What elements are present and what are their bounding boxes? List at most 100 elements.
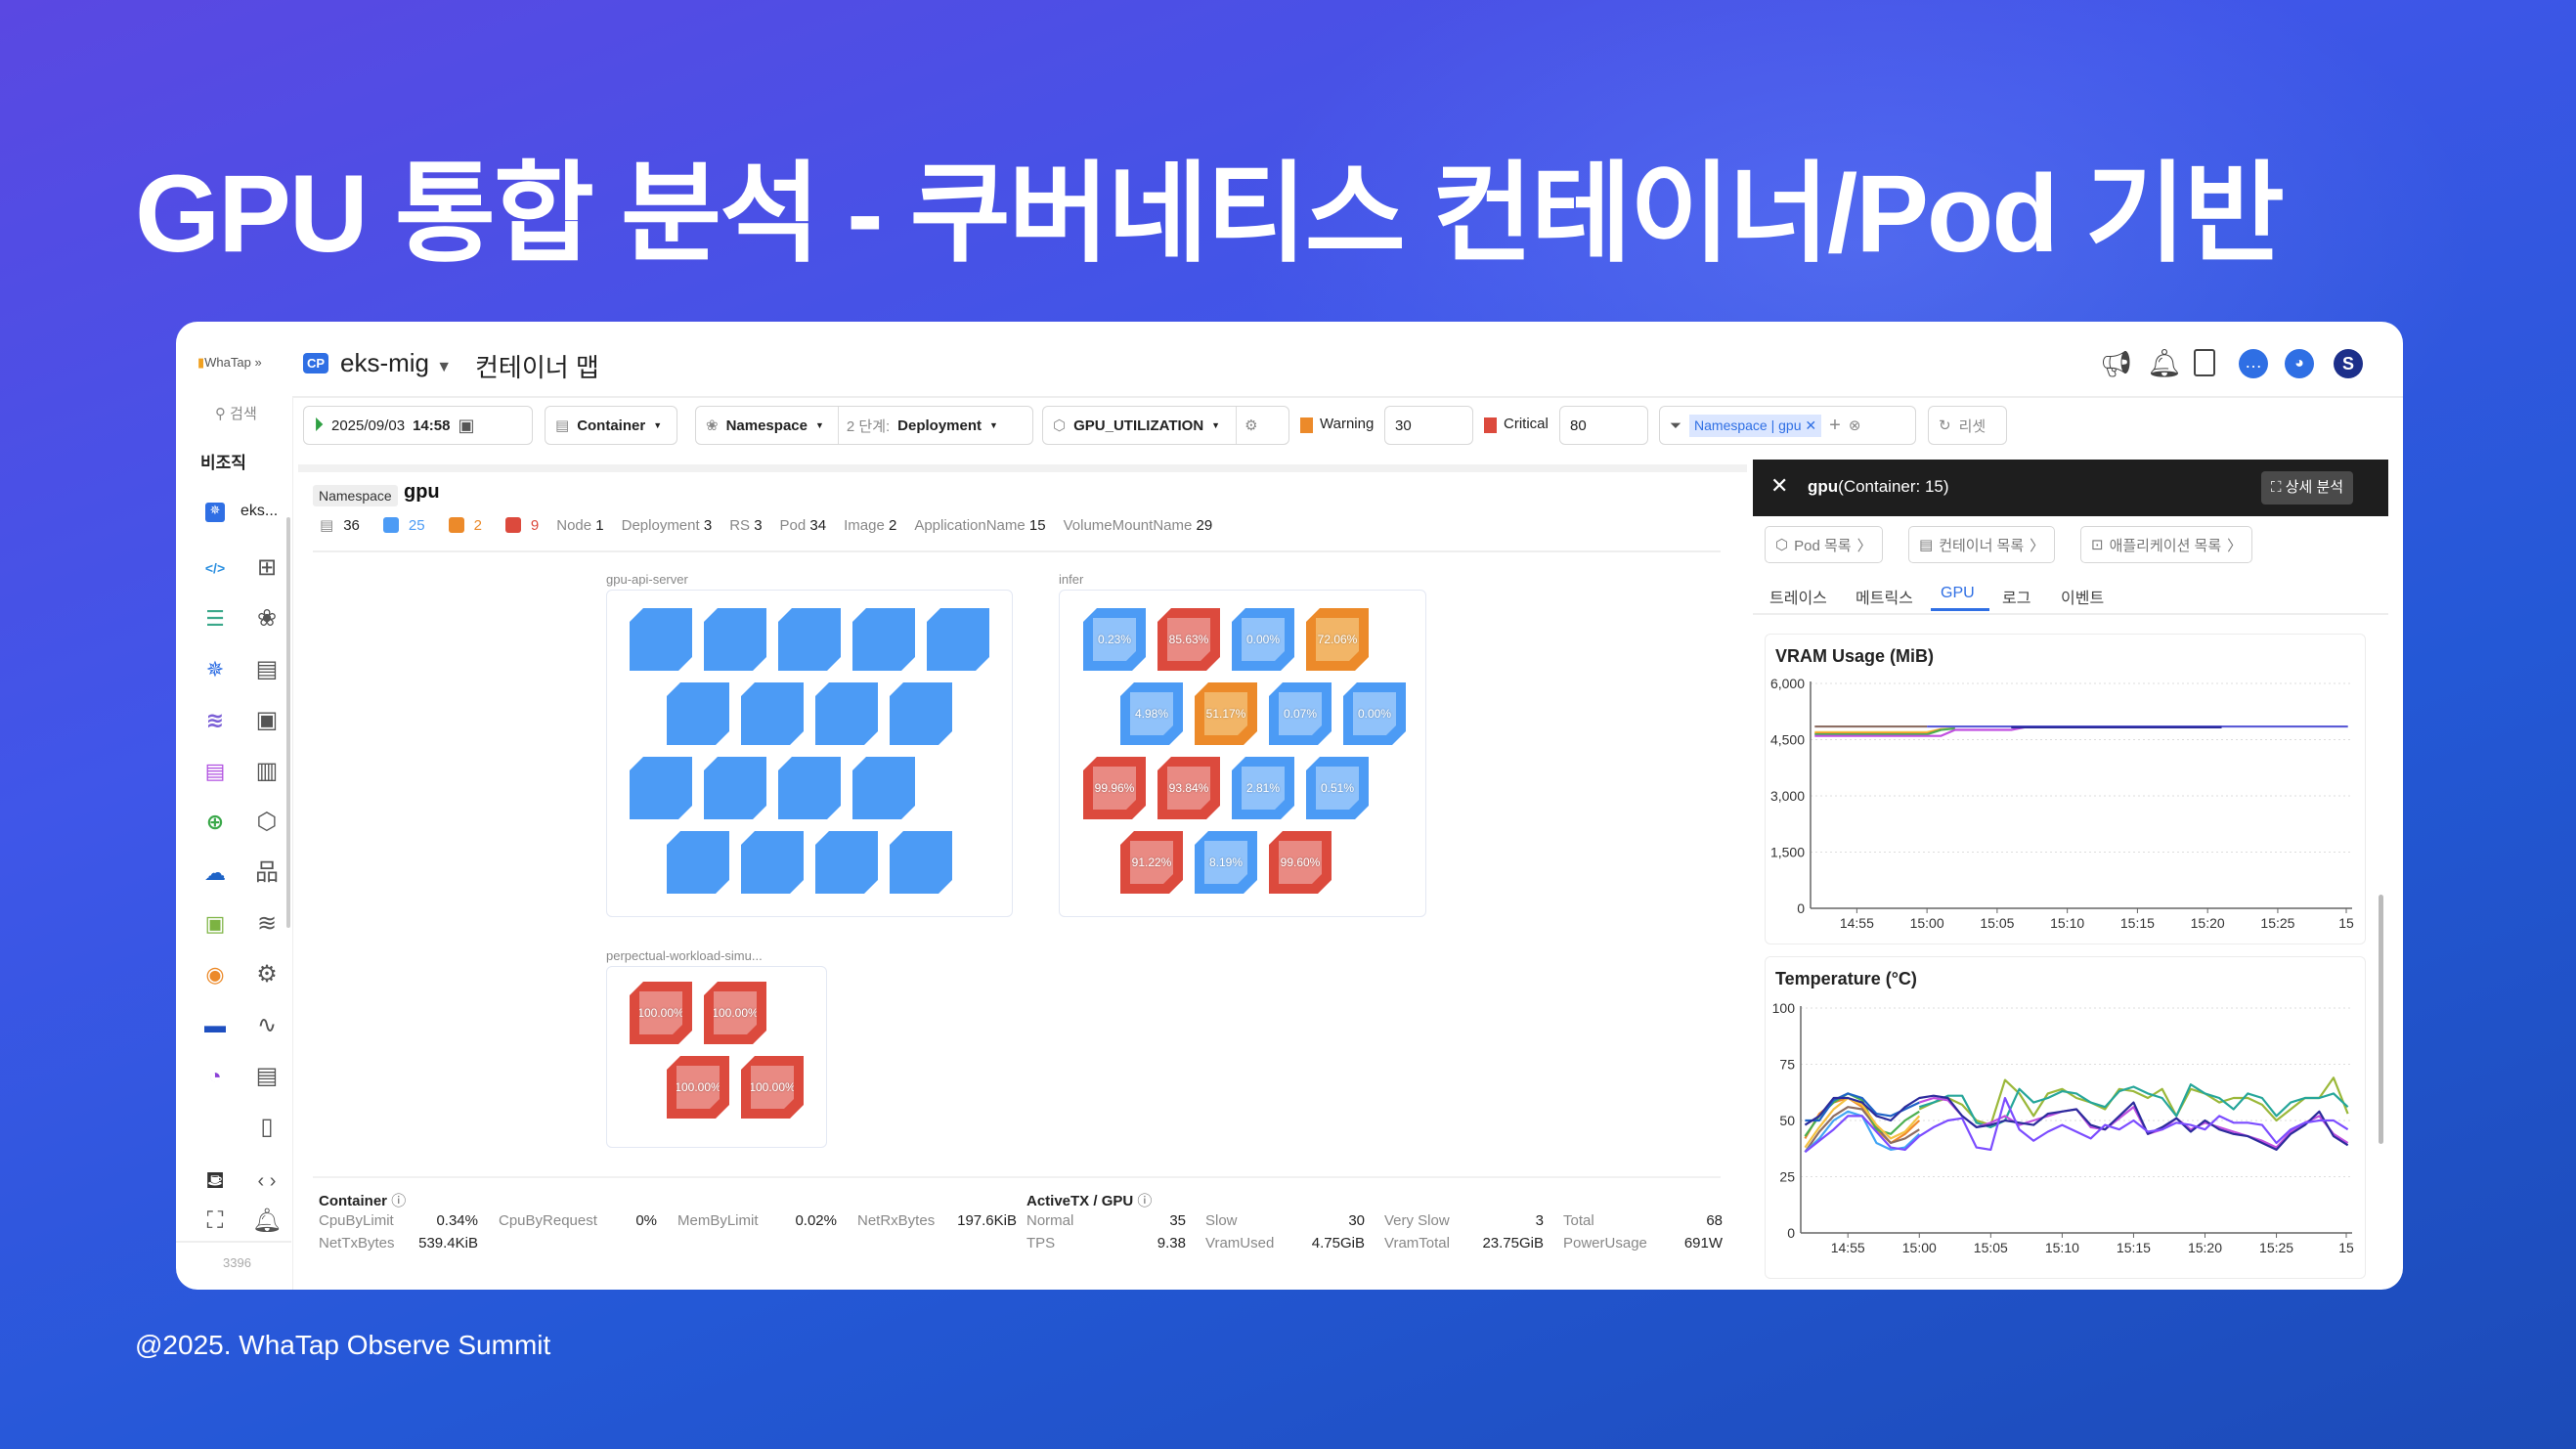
kubernetes-icon[interactable]: ✵ [205,657,225,681]
pod-normal[interactable] [667,831,729,894]
pod-normal[interactable] [667,682,729,745]
pod-normal[interactable] [741,831,804,894]
fullscreen-icon[interactable]: ⛶ [206,1208,224,1234]
critical-threshold-input[interactable]: 80 [1559,406,1648,445]
pod-normal[interactable] [630,608,692,671]
grouping-select[interactable]: ❀ Namespace ▼ 2 단계: Deployment ▼ [695,406,1033,445]
play-icon[interactable]: ⏵ [314,414,324,436]
info-icon[interactable]: ⓘ [1137,1193,1153,1209]
pod-critical[interactable]: 93.84% [1157,757,1220,819]
settings-icon[interactable]: ⚙ [256,961,278,988]
tab-event[interactable]: 이벤트 [2061,591,2105,607]
time-picker[interactable]: ⏵ 2025/09/03 14:58 ▣ [303,406,533,445]
pod-critical[interactable]: 99.96% [1083,757,1146,819]
cluster-icon[interactable]: ❀ [256,605,278,632]
database-icon[interactable]: ≋ [205,708,225,732]
metric-select[interactable]: ⬡ GPU_UTILIZATION ▼ ⚙ [1042,406,1289,445]
panel-scrollbar[interactable] [2379,895,2383,1144]
reset-button[interactable]: ↻ 리셋 [1928,406,2007,445]
remove-chip-icon[interactable]: ✕ [1805,417,1817,433]
paint-bucket-icon[interactable]: ⛾ [205,1167,225,1194]
server-icon[interactable]: ☰ [205,606,225,631]
calendar-icon[interactable]: ▣ [458,415,475,435]
clear-filter-icon[interactable]: ⊗ [1848,417,1861,434]
storage-icon[interactable]: ≋ [256,910,278,937]
group-0[interactable] [606,590,1013,917]
bot-icon[interactable]: ◕ [2285,349,2314,378]
tab-metrics[interactable]: 메트릭스 [1856,591,1913,607]
pod-normal[interactable] [852,757,915,819]
memory-icon[interactable]: ▥ [255,758,279,784]
logs-icon[interactable]: ▤ [255,1063,279,1089]
sidebar-project[interactable]: eks... [240,503,279,519]
chart-icon[interactable]: ∿ [256,1012,278,1038]
container-list-button[interactable]: ▤ 컨테이너 목록 〉 [1908,526,2056,563]
object-type-select[interactable]: ▤ Container ▼ [545,406,677,445]
pod-list-button[interactable]: ⬡ Pod 목록 〉 [1765,526,1883,563]
cube-icon[interactable]: ⬡ [256,809,278,835]
pod-normal[interactable] [927,608,989,671]
bell-icon[interactable]: 🔔︎ [251,1208,283,1234]
topology-icon[interactable]: 品 [255,859,279,886]
pod-normal[interactable] [852,608,915,671]
pod-critical[interactable]: 99.60% [1269,831,1332,894]
pod-normal[interactable]: 0.00% [1232,608,1294,671]
whatap-logo[interactable]: ▮WhaTap » [197,355,262,370]
filter-box[interactable]: ⏷ Namespace | gpu ✕ + ⊗ [1659,406,1916,445]
settings-icon[interactable]: ⚙ [1244,417,1258,434]
browser-icon[interactable]: ▣ [204,911,226,936]
pod-critical[interactable]: 100.00% [630,982,692,1044]
pod-normal[interactable] [778,757,841,819]
pod-warning[interactable]: 72.06% [1306,608,1369,671]
network-icon[interactable]: ⊕ [205,810,225,834]
application-list-button[interactable]: ⊡ 애플리케이션 목록 〉 [2080,526,2253,563]
pod-normal[interactable] [815,682,878,745]
group2-select[interactable]: Deployment [897,417,982,434]
log-icon[interactable]: ▤ [204,759,226,783]
dashboard-icon[interactable]: ⊞ [256,554,278,581]
sidebar-scrollbar[interactable] [286,517,290,928]
detail-analysis-button[interactable]: ⛶ 상세 분석 [2261,471,2354,505]
warning-threshold-input[interactable]: 30 [1384,406,1473,445]
pod-critical[interactable]: 100.00% [667,1056,729,1119]
pod-warning[interactable]: 51.17% [1195,682,1257,745]
tab-gpu[interactable]: GPU [1941,585,1975,601]
pod-normal[interactable] [890,682,952,745]
group1-select[interactable]: Namespace [725,417,808,434]
gpu-icon[interactable]: ▣ [255,707,279,733]
list-icon[interactable]: ▤ [255,656,279,682]
group-2[interactable]: 100.00% 100.00% 100.00% 100.00% [606,966,827,1148]
megaphone-icon[interactable]: 📢︎ [2100,349,2133,378]
gauge-icon[interactable]: ◔ [208,1064,222,1088]
pod-normal[interactable] [815,831,878,894]
close-icon[interactable]: ✕ [1770,473,1789,498]
pod-normal[interactable] [890,831,952,894]
pod-critical[interactable]: 91.22% [1120,831,1183,894]
chip-icon[interactable]: ▬ [204,1013,226,1037]
pod-normal[interactable]: 8.19% [1195,831,1257,894]
pod-normal[interactable] [778,608,841,671]
pod-normal[interactable]: 0.00% [1343,682,1406,745]
bell-icon[interactable]: 🔔︎ [2147,348,2182,378]
info-panel-icon[interactable] [2194,349,2215,376]
pod-normal[interactable] [704,757,766,819]
pod-normal[interactable] [630,757,692,819]
tab-trace[interactable]: 트레이스 [1769,591,1827,607]
pod-critical[interactable]: 100.00% [741,1056,804,1119]
user-avatar-icon[interactable]: S [2334,349,2363,378]
add-filter-icon[interactable]: + [1829,414,1841,436]
chat-icon[interactable]: … [2239,349,2268,378]
cloud-icon[interactable]: ☁ [204,860,226,885]
project-selector[interactable]: eks-mig ▼ [340,348,453,377]
pod-normal[interactable] [741,682,804,745]
tab-log[interactable]: 로그 [2002,591,2031,607]
document-icon[interactable]: ▯ [260,1114,274,1140]
filter-chip[interactable]: Namespace | gpu ✕ [1689,414,1822,437]
pod-normal[interactable]: 0.07% [1269,682,1332,745]
group-1[interactable]: 0.23% 85.63% 0.00% 72.06% 4.98% 51.17% 0.07% 0.… [1059,590,1426,917]
pod-critical[interactable]: 100.00% [704,982,766,1044]
pod-normal[interactable]: 2.81% [1232,757,1294,819]
pod-normal[interactable]: 0.51% [1306,757,1369,819]
sidebar-search[interactable]: ⚲ 검색 [215,406,257,422]
radio-icon[interactable]: ◉ [205,962,225,987]
